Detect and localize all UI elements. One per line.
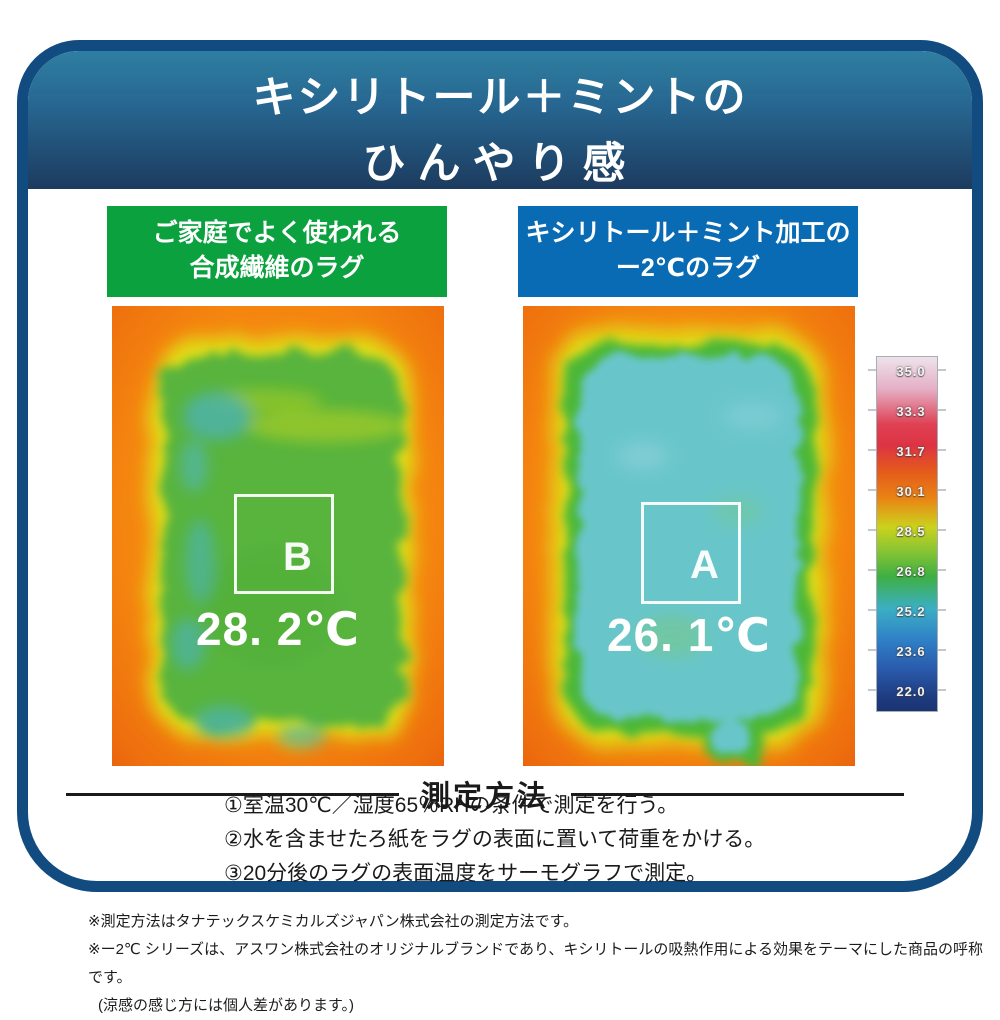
scale-tick-row: 35.0: [868, 363, 946, 379]
right-column-header: キシリトール＋ミント加工の ー2℃のラグ: [518, 206, 858, 297]
scale-label: 30.1: [896, 484, 926, 499]
scale-label: 25.2: [896, 604, 926, 619]
temperature-reading-b: 28. 2℃: [195, 603, 360, 655]
temperature-scale-bar: 35.0 33.3 31.7 30.1 28.5 26.8 25.2 23.6 …: [868, 356, 946, 712]
measurement-box-a: A: [641, 502, 741, 604]
scale-tick-row: 26.8: [868, 563, 946, 579]
sample-label-a: A: [690, 543, 719, 587]
right-header-line1: キシリトール＋ミント加工の: [525, 219, 851, 247]
right-header-line2: ー2℃のラグ: [615, 254, 761, 282]
footnote-1: ※測定方法はタナテックスケミカルズジャパン株式会社の測定方法です。: [88, 913, 579, 930]
thermal-image-right: A 26. 1℃: [523, 306, 855, 766]
left-header-line1: ご家庭でよく使われる: [152, 219, 402, 247]
scale-tick-row: 31.7: [868, 443, 946, 459]
method-rule-right: [571, 792, 905, 796]
footnote-3: (涼感の感じ方には個人差があります。): [98, 997, 354, 1014]
scale-tick-row: 25.2: [868, 603, 946, 619]
scale-label: 33.3: [896, 404, 926, 419]
measurement-box-b: B: [234, 494, 334, 594]
thermograph-left-graphic: [112, 306, 444, 766]
main-card: キシリトール＋ミントの ひんやり感 ご家庭でよく使われる 合成繊維のラグ キシリ…: [17, 40, 983, 892]
method-step-3: ③20分後のラグの表面温度をサーモグラフで測定。: [224, 862, 708, 885]
thermograph-right-graphic: [523, 306, 855, 766]
temperature-reading-a: 26. 1℃: [606, 609, 771, 661]
footnotes: ※測定方法はタナテックスケミカルズジャパン株式会社の測定方法です。 ※ー2℃ シ…: [88, 908, 988, 1020]
method-steps: ①室温30℃／湿度65％RHの条件で測定を行う。 ②水を含ませたろ紙をラグの表面…: [224, 789, 765, 891]
scale-tick-row: 28.5: [868, 523, 946, 539]
method-rule-left: [66, 792, 399, 796]
method-step-1: ①室温30℃／湿度65％RHの条件で測定を行う。: [224, 794, 679, 817]
scale-label: 23.6: [896, 644, 926, 659]
method-step-2: ②水を含ませたろ紙をラグの表面に置いて荷重をかける。: [224, 828, 766, 851]
left-column-header: ご家庭でよく使われる 合成繊維のラグ: [107, 206, 447, 297]
scale-tick-row: 22.0: [868, 683, 946, 699]
thermal-image-left: B 28. 2℃: [112, 306, 444, 766]
scale-label: 31.7: [896, 444, 926, 459]
footnote-2: ※ー2℃ シリーズは、アスワン株式会社のオリジナルブランドであり、キシリトールの…: [88, 941, 983, 986]
page-title-line2: ひんやり感: [362, 140, 638, 188]
method-header: 測定方法: [66, 773, 905, 815]
page-title-line1: キシリトール＋ミントの: [252, 74, 748, 122]
scale-label: 28.5: [896, 524, 926, 539]
scale-tick-row: 23.6: [868, 643, 946, 659]
scale-label: 22.0: [896, 684, 926, 699]
scale-tick-row: 30.1: [868, 483, 946, 499]
title-banner: キシリトール＋ミントの ひんやり感: [28, 51, 972, 189]
method-title: 測定方法: [421, 781, 550, 813]
scale-label: 26.8: [896, 564, 926, 579]
scale-label: 35.0: [896, 364, 926, 379]
left-header-line2: 合成繊維のラグ: [189, 254, 365, 282]
sample-label-b: B: [283, 535, 312, 579]
scale-tick-row: 33.3: [868, 403, 946, 419]
